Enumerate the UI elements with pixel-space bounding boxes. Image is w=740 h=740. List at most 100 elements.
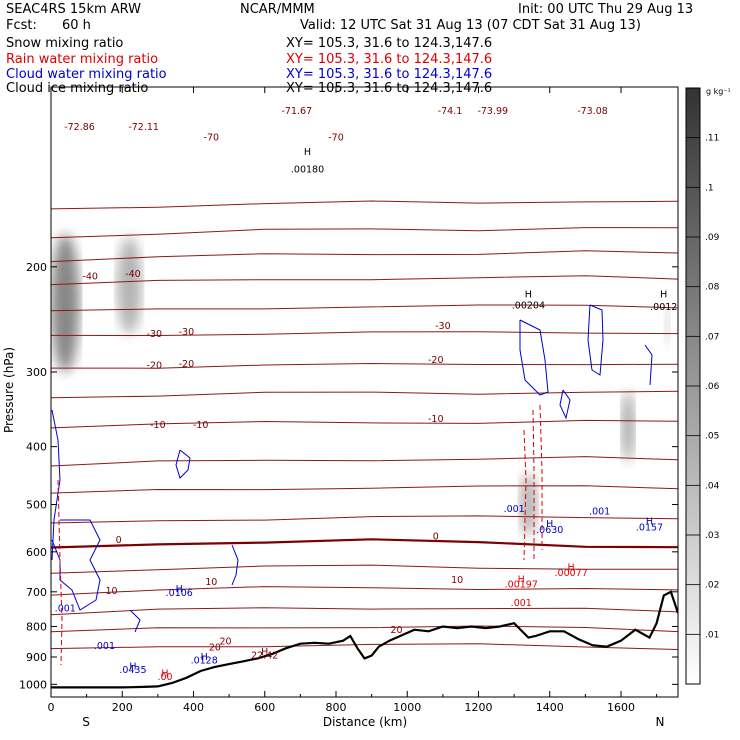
x-tick-label-200: 200 [112, 701, 133, 714]
init-time: Init: 00 UTC Thu 29 Aug 13 [518, 2, 694, 17]
contour-label-31: H [660, 289, 667, 300]
shading-blob-3 [519, 473, 538, 536]
contour-label-53: .00 [157, 672, 172, 683]
contour-label-6: -70 [204, 133, 220, 144]
shading-blob-2 [621, 391, 635, 462]
isotherm-line-0 [51, 200, 678, 210]
x-tick-label-0: 0 [48, 701, 55, 714]
isotherm-line-12 [51, 538, 678, 549]
contour-label-40: .00077 [555, 568, 588, 579]
colorbar-tick-label-3: .04 [705, 481, 720, 491]
y-tick-label-600: 600 [26, 546, 47, 559]
contour-label-55: 22.42 [251, 650, 278, 661]
contour-label-50: H [129, 662, 136, 673]
contour-label-32: .0012 [650, 302, 677, 313]
y-axis-label: Pressure (hPa) [2, 347, 16, 433]
contour-annotations: -72.86 -72.11 -71.67 -74.1 -73.99 -73.08 -70 -7… [55, 106, 678, 683]
plot-frame [50, 86, 679, 698]
colorbar-tick-label-5: .06 [705, 382, 720, 392]
north-label: N [656, 715, 665, 729]
contour-label-9: -40 [125, 269, 141, 280]
rain-water-contours [57, 404, 543, 666]
contour-label-16: -10 [150, 420, 166, 431]
temperature-isotherms [51, 200, 678, 650]
contour-label-14: -20 [179, 359, 195, 370]
contour-label-27: H [304, 147, 311, 158]
x-tick-label-1400: 1400 [536, 701, 564, 714]
contour-label-8: -40 [82, 271, 98, 282]
contour-label-5: -73.08 [577, 106, 608, 117]
contour-label-18: -10 [428, 414, 444, 425]
colorbar: .01 .02 .03 .04 .05 .06 .07 .08 .09 .1 .11 [685, 87, 720, 685]
valid-time: Valid: 12 UTC Sat 31 Aug 13 (07 CDT Sat … [300, 18, 641, 33]
axes: 0 200 400 600 800 1000 1200 1400 160020030040050… [19, 87, 678, 714]
contour-label-2: -71.67 [282, 106, 313, 117]
x-tick-label-600: 600 [254, 701, 275, 714]
contour-label-54: H [261, 647, 268, 658]
fcst-value: 60 h [62, 18, 91, 33]
cloud-water-contour-7 [559, 389, 571, 420]
isotherm-line-15 [51, 607, 678, 616]
contour-label-25: 20 [209, 643, 221, 654]
contour-label-13: -20 [147, 361, 163, 372]
contour-label-19: 0 [116, 535, 122, 546]
isotherm-line-16 [51, 625, 678, 633]
contour-label-39: H [568, 563, 575, 574]
legend-cloudwater-name: Cloud water mixing ratio [6, 67, 167, 82]
colorbar-tick-label-6: .07 [705, 332, 719, 342]
isotherm-line-8 [51, 419, 678, 429]
y-tick-label-700: 700 [26, 586, 47, 599]
legend-rain-name: Rain water mixing ratio [6, 52, 159, 67]
colorbar-tick-label-2: .03 [705, 531, 719, 541]
contour-label-17: -10 [193, 420, 209, 431]
cloud-water-contour-0 [51, 409, 61, 561]
colorbar-tick-label-7: .08 [705, 283, 720, 293]
fcst-label: Fcst: [6, 18, 37, 33]
y-tick-label-200: 200 [26, 261, 47, 274]
colorbar-tick-label-8: .09 [705, 233, 720, 243]
x-tick-label-1600: 1600 [607, 701, 635, 714]
colorbar-tick-label-0: .01 [705, 630, 719, 640]
contour-label-3: -74.1 [438, 106, 463, 117]
rain-water-contour-3 [539, 404, 543, 550]
legend-cloudwater-xy: XY= 105.3, 31.6 to 124.3,147.6 [286, 67, 493, 82]
legend-cloudice-xy: XY= 105.3, 31.6 to 124.3,147.6 [286, 81, 493, 96]
y-tick-label-1000: 1000 [19, 678, 47, 691]
contour-label-0: -72.86 [64, 122, 95, 133]
contour-label-26: 20 [391, 625, 403, 636]
isotherm-line-14 [51, 586, 678, 596]
colorbar-tick-label-4: .05 [705, 432, 719, 442]
x-axis-label: Distance (km) [323, 715, 407, 729]
contour-label-36: .001 [589, 507, 610, 518]
x-tick-label-1200: 1200 [465, 701, 493, 714]
contour-label-20: 0 [433, 531, 439, 542]
contour-label-46: .001 [55, 603, 76, 614]
y-tick-label-400: 400 [26, 441, 47, 454]
contour-label-51: .0435 [119, 665, 146, 676]
contour-label-29: H [525, 289, 532, 300]
contour-label-43: .001 [511, 598, 532, 609]
contour-label-21: 10 [106, 586, 118, 597]
mixing-ratio-shading [51, 233, 671, 536]
contour-label-35: .0630 [536, 525, 563, 536]
legend-rain-xy: XY= 105.3, 31.6 to 124.3,147.6 [286, 52, 493, 67]
contour-label-45: .0106 [166, 588, 193, 599]
shading-blob-0 [51, 233, 80, 373]
contour-label-34: H [546, 519, 553, 530]
contour-label-1: -72.11 [128, 122, 159, 133]
cloud-water-contour-2 [175, 449, 191, 479]
cloud-water-contour-8 [644, 344, 653, 386]
isotherm-line-10 [51, 485, 678, 494]
shading-blob-4 [664, 303, 671, 346]
y-tick-label-300: 300 [26, 366, 47, 379]
contour-label-23: 10 [451, 575, 463, 586]
legend-snow-xy: XY= 105.3, 31.6 to 124.3,147.6 [286, 36, 493, 51]
cloud-water-contour-6 [587, 304, 604, 376]
rain-water-contour-1 [523, 429, 527, 561]
contour-label-15: -20 [428, 355, 444, 366]
contour-label-52: H [161, 668, 168, 679]
plot-area: -72.86 -72.11 -71.67 -74.1 -73.99 -73.08 -70 -7… [51, 106, 678, 689]
south-label: S [82, 715, 90, 729]
y-tick-label-900: 900 [26, 651, 47, 664]
